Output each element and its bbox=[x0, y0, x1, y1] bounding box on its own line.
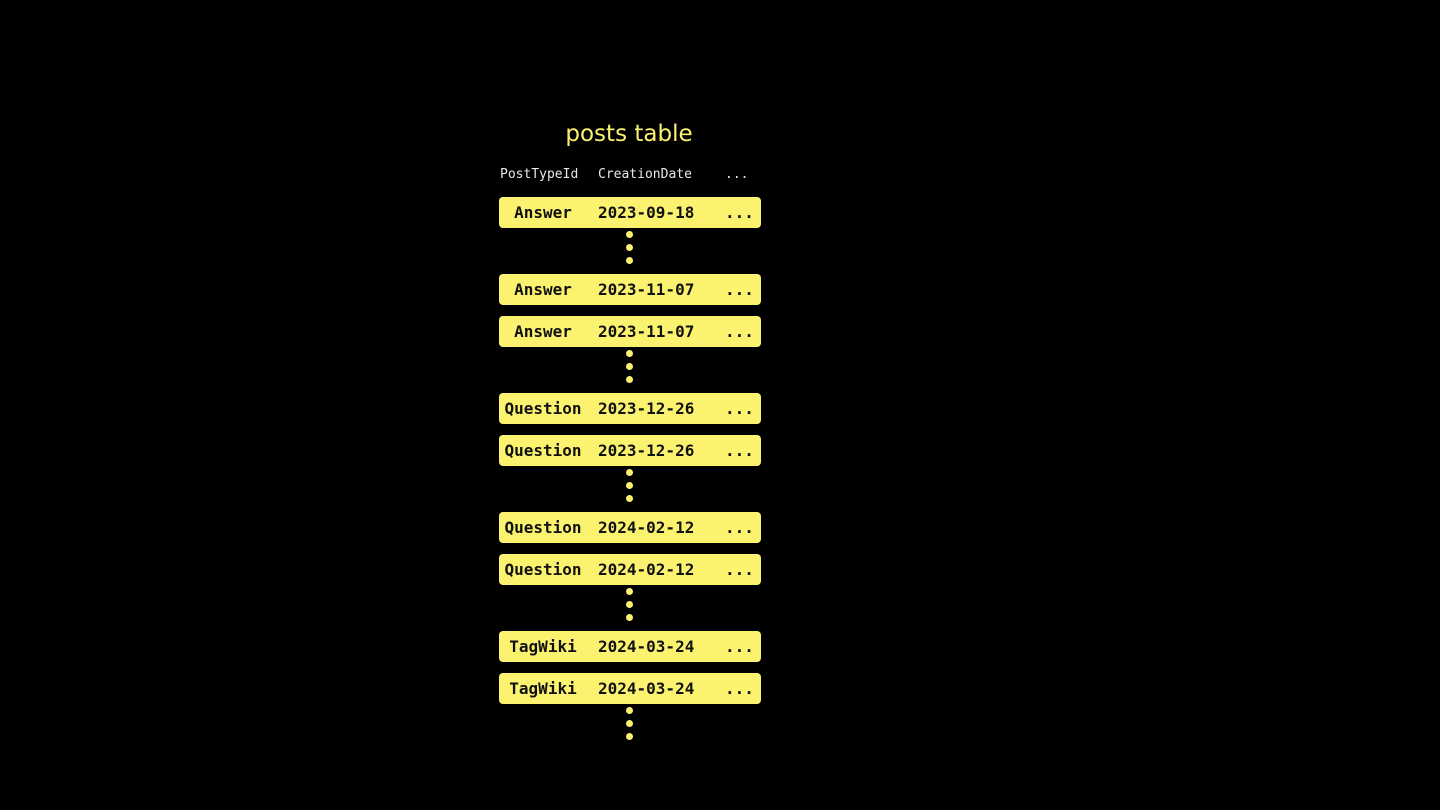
dot-icon bbox=[626, 244, 633, 251]
cell-creationdate: 2023-09-18 bbox=[598, 203, 695, 222]
column-header-creationdate: CreationDate bbox=[598, 167, 692, 182]
dot-icon bbox=[626, 376, 633, 383]
dot-icon bbox=[626, 482, 633, 489]
table-row: Question 2024-02-12... bbox=[499, 512, 761, 543]
cell-more: ... bbox=[725, 637, 754, 656]
column-header-more: ... bbox=[725, 167, 749, 182]
ellipsis-dots-icon bbox=[499, 707, 761, 750]
dot-icon bbox=[626, 350, 633, 357]
cell-more: ... bbox=[725, 203, 754, 222]
cell-more: ... bbox=[725, 679, 754, 698]
cell-more: ... bbox=[725, 280, 754, 299]
dot-icon bbox=[626, 601, 633, 608]
dot-icon bbox=[626, 469, 633, 476]
dot-icon bbox=[626, 363, 633, 370]
cell-more: ... bbox=[725, 399, 754, 418]
column-header-posttypeid: PostTypeId bbox=[500, 167, 579, 182]
cell-posttypeid: Answer bbox=[514, 322, 572, 341]
cell-posttypeid: Question bbox=[504, 518, 582, 537]
cell-creationdate: 2024-03-24 bbox=[598, 679, 695, 698]
table-row: Answer 2023-11-07... bbox=[499, 316, 761, 347]
cell-more: ... bbox=[725, 322, 754, 341]
table-row: Answer 2023-09-18... bbox=[499, 197, 761, 228]
table-row: Question 2023-12-26... bbox=[499, 393, 761, 424]
cell-more: ... bbox=[725, 441, 754, 460]
dot-icon bbox=[626, 588, 633, 595]
table-row: Question 2023-12-26... bbox=[499, 435, 761, 466]
cell-creationdate: 2024-03-24 bbox=[598, 637, 695, 656]
table-row: TagWiki 2024-03-24... bbox=[499, 673, 761, 704]
ellipsis-dots-icon bbox=[499, 588, 761, 631]
cell-creationdate: 2023-12-26 bbox=[598, 441, 695, 460]
cell-posttypeid: Answer bbox=[514, 280, 572, 299]
cell-creationdate: 2023-12-26 bbox=[598, 399, 695, 418]
dot-icon bbox=[626, 231, 633, 238]
cell-more: ... bbox=[725, 518, 754, 537]
rows-list: Answer 2023-09-18... Answer 2023-11-07... An… bbox=[499, 197, 761, 750]
cell-creationdate: 2024-02-12 bbox=[598, 560, 695, 579]
cell-creationdate: 2024-02-12 bbox=[598, 518, 695, 537]
cell-posttypeid: Question bbox=[504, 560, 582, 579]
diagram-title: posts table bbox=[565, 121, 693, 147]
table-row: Question 2024-02-12... bbox=[499, 554, 761, 585]
cell-posttypeid: Question bbox=[504, 441, 582, 460]
dot-icon bbox=[626, 707, 633, 714]
dot-icon bbox=[626, 720, 633, 727]
ellipsis-dots-icon bbox=[499, 350, 761, 393]
cell-more: ... bbox=[725, 560, 754, 579]
cell-posttypeid: TagWiki bbox=[509, 679, 577, 698]
dot-icon bbox=[626, 614, 633, 621]
ellipsis-dots-icon bbox=[499, 231, 761, 274]
table-row: Answer 2023-11-07... bbox=[499, 274, 761, 305]
cell-creationdate: 2023-11-07 bbox=[598, 322, 695, 341]
cell-creationdate: 2023-11-07 bbox=[598, 280, 695, 299]
cell-posttypeid: TagWiki bbox=[509, 637, 577, 656]
dot-icon bbox=[626, 257, 633, 264]
dot-icon bbox=[626, 733, 633, 740]
ellipsis-dots-icon bbox=[499, 469, 761, 512]
table-row: TagWiki 2024-03-24... bbox=[499, 631, 761, 662]
cell-posttypeid: Question bbox=[504, 399, 582, 418]
dot-icon bbox=[626, 495, 633, 502]
cell-posttypeid: Answer bbox=[514, 203, 572, 222]
